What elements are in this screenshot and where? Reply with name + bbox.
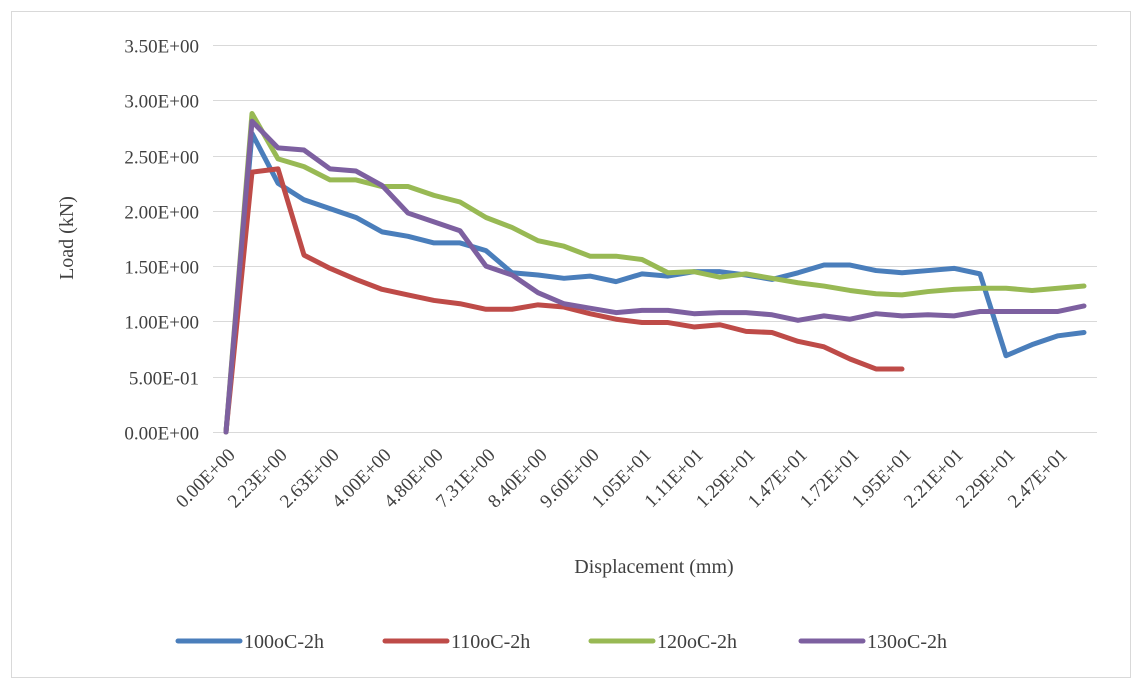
chart-border	[11, 11, 1131, 678]
legend: 100oC-2h 110oC-2h 120oC-2h 130oC-2h	[175, 631, 947, 653]
series-line-120oC-2h	[223, 111, 1087, 435]
y-tick-label: 3.00E+00	[124, 92, 199, 113]
y-tick-label: 0.00E+00	[124, 424, 199, 445]
series-lines	[223, 111, 1087, 435]
legend-label: 100oC-2h	[244, 631, 324, 653]
legend-label: 130oC-2h	[867, 631, 947, 653]
y-tick-label: 1.50E+00	[124, 258, 199, 279]
y-tick-label: 2.00E+00	[124, 203, 199, 224]
y-tick-label: 1.00E+00	[124, 313, 199, 334]
series-line-130oC-2h	[223, 118, 1087, 435]
x-axis-title: Displacement (mm)	[574, 556, 733, 578]
y-axis-title: Load (kN)	[56, 196, 78, 280]
series-line-110oC-2h	[223, 166, 905, 435]
legend-label: 110oC-2h	[451, 631, 530, 653]
legend-label: 120oC-2h	[657, 631, 737, 653]
y-tick-label: 3.50E+00	[124, 37, 199, 58]
gridlines	[213, 45, 1097, 433]
y-tick-label: 5.00E-01	[129, 369, 199, 390]
y-tick-label: 2.50E+00	[124, 148, 199, 169]
y-axis-ticks: 0.00E+00 5.00E-01 1.00E+00 1.50E+00 2.00E+00…	[124, 37, 199, 445]
series-line-100oC-2h	[223, 130, 1087, 435]
